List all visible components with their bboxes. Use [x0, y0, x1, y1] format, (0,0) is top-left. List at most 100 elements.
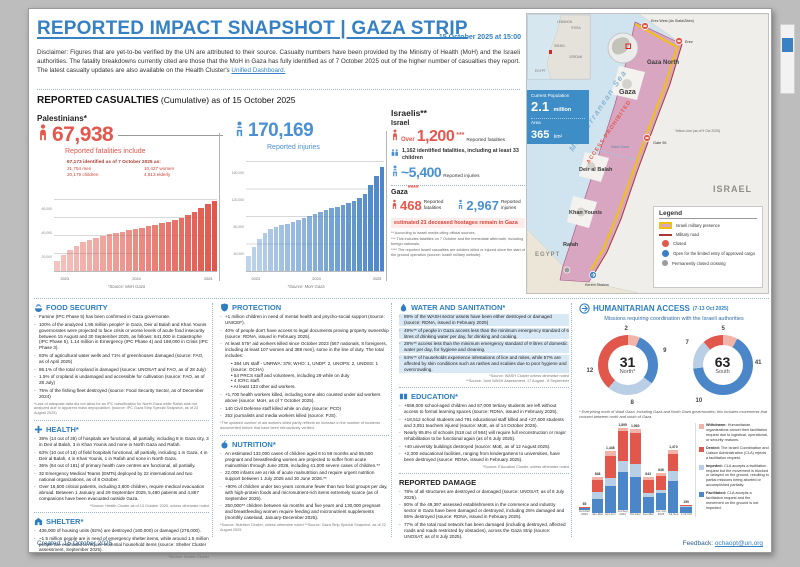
- shelter-icon: [34, 517, 43, 526]
- access-period: (7-13 Oct 2025): [692, 305, 729, 312]
- bar-segment-impeded: [668, 471, 679, 482]
- injuries-trend-chart: 160,000 120,000 80,000 40,000 2023 2024 2025: [226, 159, 386, 281]
- inset-jordan-label: JORDAN: [569, 55, 583, 59]
- population-value: 2.1: [531, 99, 550, 114]
- israel-identified-text: 1,162 identified fatalities, including a…: [402, 148, 519, 161]
- urban-patch: [622, 79, 632, 89]
- bar: [335, 206, 340, 271]
- sub-list-item: • At least 133 other aid workers.: [231, 384, 296, 390]
- divider: [220, 434, 389, 436]
- injuries-caption: Reported injuries: [267, 144, 320, 151]
- bar: [99, 235, 106, 271]
- bar: [296, 220, 301, 271]
- bar: [362, 194, 368, 271]
- population-unit: million: [553, 107, 572, 113]
- gaza-soldier-injuries-number: 2,967: [466, 198, 499, 213]
- bar-segment-withdrawn: [668, 450, 679, 455]
- scrollbar-track[interactable]: [780, 24, 795, 94]
- bar-segment-withdrawn: [655, 473, 667, 476]
- person-icon: [391, 197, 398, 215]
- military-road: [594, 43, 683, 273]
- access-definitions: Withdrawn: Humanitarian organizations ca…: [695, 423, 769, 517]
- injuries-chart-source: *Source: MoH Gaza: [287, 284, 325, 289]
- wadi-gaza-label: Wadi Gaza: [611, 145, 629, 149]
- wash-list: 89% of the WASH sector assets have been …: [399, 314, 569, 373]
- scrollbar-thumb[interactable]: [782, 38, 793, 52]
- gaza-label-text: Gaza: [391, 188, 408, 196]
- south-withdrawn-value: 5: [721, 326, 725, 332]
- education-section: EDUCATION* +658,000 school-aged children…: [399, 392, 569, 469]
- globe-icon: [607, 32, 639, 64]
- bar: [93, 237, 99, 271]
- x-tick-label: Jul-Sep: [668, 512, 679, 517]
- list-item: +18,512 school students and 791 educatio…: [399, 417, 569, 429]
- bar: [211, 201, 218, 271]
- fatalities-breakdown: 67,173 identified as of 7 October 2025 a…: [67, 160, 217, 177]
- x-tick-label: 2023: [60, 277, 69, 281]
- bar-total-label: 843: [645, 471, 652, 476]
- list-item: 252 journalists and media workers killed…: [220, 413, 389, 419]
- bar: [165, 221, 172, 271]
- list-item: 39% (14 out of 36) of hospitals are func…: [34, 436, 209, 448]
- bar: [301, 217, 307, 271]
- bar-segment-facilitated: [605, 485, 616, 514]
- breakdown-elderly: 4,813 elderly: [144, 172, 171, 177]
- unified-dashboard-link[interactable]: Unified Dashboard.: [231, 66, 286, 74]
- israel-fatalities-caption: Reported fatalities: [466, 138, 506, 143]
- bar: [73, 245, 80, 271]
- list-item: 86.1% of the total cropland is damaged (…: [34, 367, 209, 373]
- bar: [204, 204, 211, 271]
- urban-patch: [587, 162, 595, 170]
- x-tick-label: Jan-Mar: [642, 512, 654, 517]
- bar: [351, 200, 357, 271]
- list-item: 80% of the 49,397 assessed establishment…: [399, 502, 569, 520]
- gaza-map: Mediterranean Sea ACCESS PROHIBITED Gaza…: [526, 13, 769, 294]
- stacked-bar: 190 1-13 Oct: [680, 500, 692, 517]
- definition-swatch: [699, 492, 704, 498]
- bar: [346, 202, 351, 271]
- shelter-list: 436,000 of housing units (92%) are destr…: [34, 528, 209, 553]
- chart-plot-area: [54, 199, 218, 272]
- legend-permanently-closed: Permanently closed crossing: [672, 260, 726, 266]
- israelis-label: Israelis**: [391, 108, 427, 118]
- access-title: HUMANITARIAN ACCESS: [593, 304, 690, 313]
- health-list: 39% (14 out of 36) of hospitals are func…: [34, 436, 209, 502]
- list-item: +1,700 health workers killed, including …: [220, 392, 389, 404]
- bar: [340, 204, 346, 271]
- bar-segment-denied: [592, 480, 604, 493]
- over-label: Over: [401, 137, 415, 143]
- feedback-email-link[interactable]: ochaopt@un.org: [714, 540, 763, 547]
- urban-patch: [576, 207, 586, 217]
- food-security-list: Famine (IPC Phase 5) has been confirmed …: [34, 314, 209, 400]
- breakdown-heading: 67,173 identified as of 7 October 2025 a…: [67, 160, 161, 165]
- injured-person-icon: [234, 121, 245, 142]
- bar: [126, 230, 132, 271]
- list-item: 28%** access less than the minimum emerg…: [399, 341, 569, 353]
- bar: [139, 227, 145, 271]
- list-item: 89% of the WASH sector assets have been …: [399, 314, 569, 326]
- south-impeded-value: 10: [695, 398, 703, 404]
- gate-96-crossing: Gate 96: [643, 134, 667, 145]
- list-item: 436,000 of housing units (92%) are destr…: [34, 528, 209, 534]
- population-badge: Current Population 2.1 million Area 365 …: [527, 90, 589, 144]
- list-item: 63% (10 out of 16) of field hospitals fu…: [34, 450, 209, 462]
- bar-segment-impeded: [592, 492, 604, 499]
- bar-total-label: 846: [658, 468, 664, 473]
- gaza-soldier-fatalities-caption: Reported fatalities: [423, 200, 444, 211]
- bar: [273, 227, 279, 271]
- bar-segment-impeded: [655, 490, 667, 494]
- erez-crossing: Erez: [675, 37, 693, 45]
- list-item: 32 Emergency Medical Teams (EMTs) deploy…: [34, 471, 209, 483]
- food-security-footnote: *Lack of adequate data did not allow for…: [34, 401, 199, 416]
- permanently-closed-icon: [662, 260, 668, 266]
- x-tick-label: Oct-Dec: [629, 512, 641, 517]
- north-total: 31: [619, 354, 636, 370]
- bar: [307, 215, 312, 271]
- israeli-footnote-2: *** This includes fatalities on 7 Octobe…: [391, 236, 524, 246]
- x-tick-label: Jul-Sep: [617, 508, 628, 513]
- education-list: +658,000 school-aged children and 87,000…: [399, 403, 569, 463]
- divider: [391, 184, 525, 186]
- protection-footnote: *The updated number of aid workers kille…: [220, 421, 380, 430]
- bar: [132, 228, 139, 271]
- nutrition-footnote: *Source: Nutrition Cluster, unless other…: [220, 523, 386, 533]
